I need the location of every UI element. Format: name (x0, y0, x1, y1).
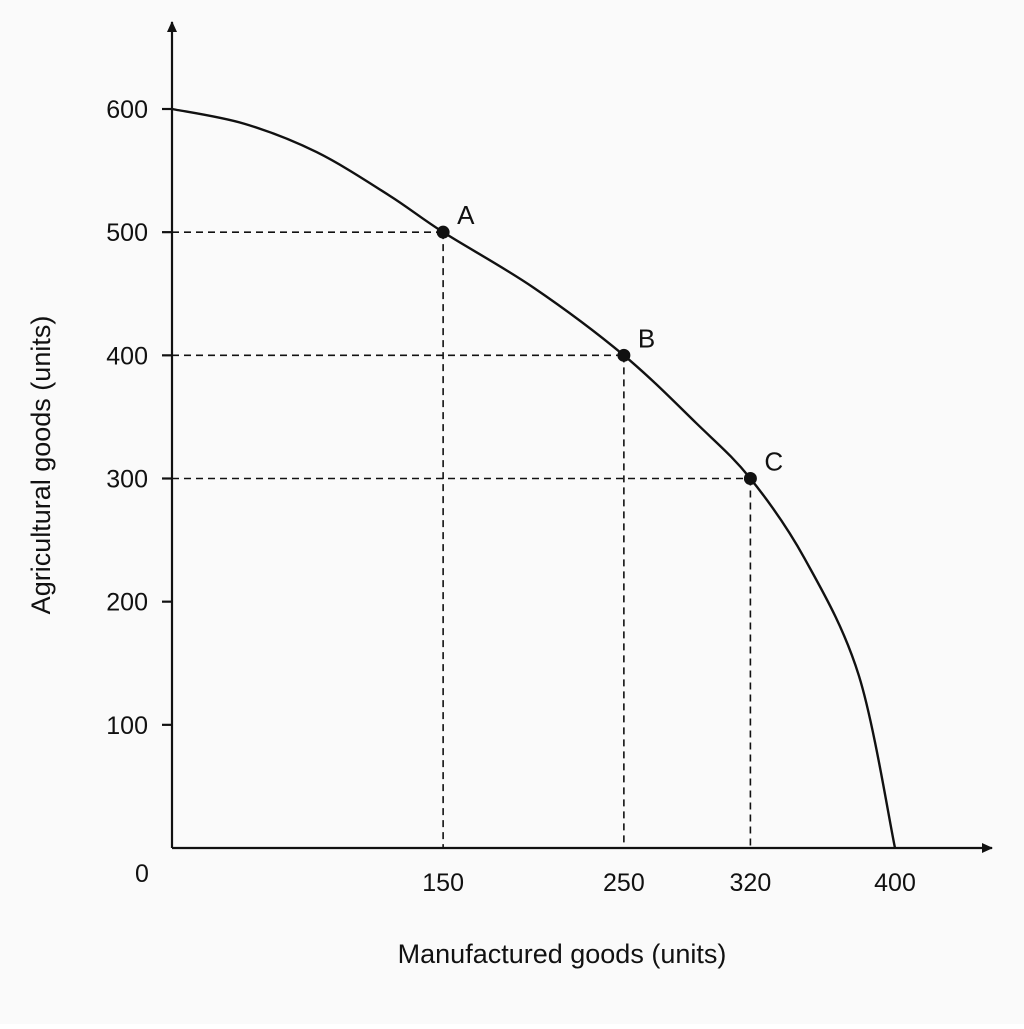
x-tick-label: 320 (730, 869, 772, 897)
x-axis-title: Manufactured goods (units) (398, 939, 727, 969)
x-tick-label: 150 (422, 869, 464, 897)
point-b (617, 348, 631, 362)
x-tick-label: 250 (603, 869, 645, 897)
y-axis-title: Agricultural goods (units) (26, 316, 56, 615)
x-tick-labels: 150 250 320 400 (422, 869, 916, 897)
x-tick-label: 400 (874, 869, 916, 897)
point-label-a: A (457, 200, 475, 230)
origin-label: 0 (135, 860, 149, 888)
point-c (743, 472, 757, 485)
points-layer: A B C (436, 200, 783, 485)
guide-lines (172, 231, 752, 848)
y-tick-label: 500 (106, 219, 148, 247)
point-label-c: C (764, 447, 783, 477)
point-a (436, 225, 450, 239)
ppf-curve (171, 107, 897, 849)
point-label-b: B (638, 323, 655, 353)
ppf-curve-layer (171, 107, 897, 849)
y-tick-labels: 100 200 300 400 500 600 (106, 96, 172, 740)
y-tick-label: 300 (106, 466, 148, 494)
y-tick-label: 100 (106, 712, 148, 740)
y-tick-label: 400 (106, 342, 148, 370)
y-tick-label: 600 (106, 96, 148, 124)
y-tick-label: 200 (106, 589, 148, 617)
